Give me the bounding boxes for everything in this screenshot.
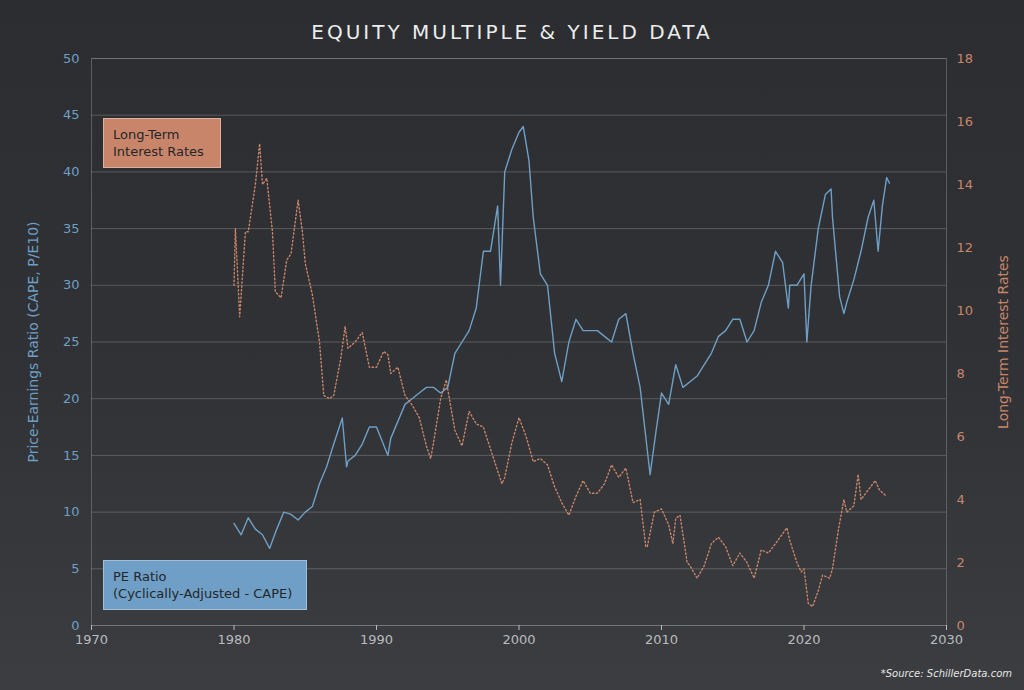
- html-text:Price-Earnings Ratio (CAPE, P/: Price-Earnings Ratio (CAPE, P/E10): [25, 221, 41, 462]
- svg-text:2020: 2020: [787, 632, 820, 647]
- svg-text:20: 20: [63, 391, 80, 406]
- svg-text:50: 50: [63, 51, 80, 66]
- svg-text:2000: 2000: [502, 632, 535, 647]
- svg-text:16: 16: [957, 114, 974, 129]
- svg-text:5: 5: [71, 561, 79, 576]
- svg-text:40: 40: [63, 164, 80, 179]
- svg-text:4: 4: [957, 492, 965, 507]
- svg-text:35: 35: [63, 221, 80, 236]
- svg-text:18: 18: [957, 51, 974, 66]
- svg-text:1980: 1980: [217, 632, 250, 647]
- svg-text:10: 10: [957, 303, 974, 318]
- html-text:*Source: SchillerData.com: *Source: SchillerData.com: [880, 668, 1012, 679]
- svg-text:14: 14: [957, 177, 974, 192]
- svg-text:45: 45: [63, 107, 80, 122]
- svg-text:1990: 1990: [360, 632, 393, 647]
- html-text:(Cyclically-Adjusted - CAPE): (Cyclically-Adjusted - CAPE): [113, 586, 293, 601]
- svg-text:10: 10: [63, 504, 80, 519]
- svg-text:2: 2: [957, 555, 965, 570]
- svg-text:6: 6: [957, 429, 965, 444]
- svg-text:30: 30: [63, 277, 80, 292]
- html-text:EQUITY MULTIPLE & YIELD DATA: EQUITY MULTIPLE & YIELD DATA: [311, 20, 713, 44]
- svg-text:2030: 2030: [930, 632, 963, 647]
- svg-text:1970: 1970: [75, 632, 108, 647]
- svg-text:15: 15: [63, 448, 80, 463]
- svg-text:25: 25: [63, 334, 80, 349]
- svg-text:0: 0: [957, 618, 965, 633]
- svg-text:12: 12: [957, 240, 974, 255]
- html-text:Long-Term Interest Rates: Long-Term Interest Rates: [113, 127, 204, 159]
- svg-text:2010: 2010: [645, 632, 678, 647]
- svg-text:0: 0: [71, 618, 79, 633]
- html-text:Long-Term Interest Rates: Long-Term Interest Rates: [995, 254, 1011, 429]
- svg-text:8: 8: [957, 366, 965, 381]
- html-text:PE Ratio: PE Ratio: [113, 569, 167, 584]
